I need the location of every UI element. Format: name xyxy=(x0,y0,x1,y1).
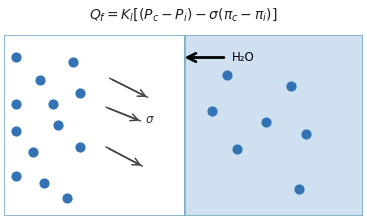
Point xyxy=(263,120,269,123)
Point xyxy=(14,129,19,133)
Bar xyxy=(185,35,363,216)
Point xyxy=(14,174,19,178)
Point xyxy=(303,133,309,136)
Point xyxy=(64,196,70,199)
Text: H₂O: H₂O xyxy=(232,51,255,64)
Point xyxy=(14,55,19,58)
Point xyxy=(41,182,47,185)
Point xyxy=(77,91,83,95)
Text: $Q_f = K_l[(P_c - P_i) - \sigma(\pi_c - \pi_i)]$: $Q_f = K_l[(P_c - P_i) - \sigma(\pi_c - … xyxy=(89,7,278,23)
Point xyxy=(209,109,215,113)
Point xyxy=(37,78,43,82)
Bar xyxy=(4,35,185,216)
Point xyxy=(288,84,294,87)
Point xyxy=(14,102,19,105)
Point xyxy=(224,73,230,77)
Point xyxy=(50,102,56,105)
Point xyxy=(77,145,83,149)
Point xyxy=(55,124,61,127)
Point xyxy=(235,147,240,151)
Text: σ: σ xyxy=(146,112,153,126)
Point xyxy=(30,151,36,154)
Point xyxy=(70,60,76,64)
Point xyxy=(296,187,302,191)
